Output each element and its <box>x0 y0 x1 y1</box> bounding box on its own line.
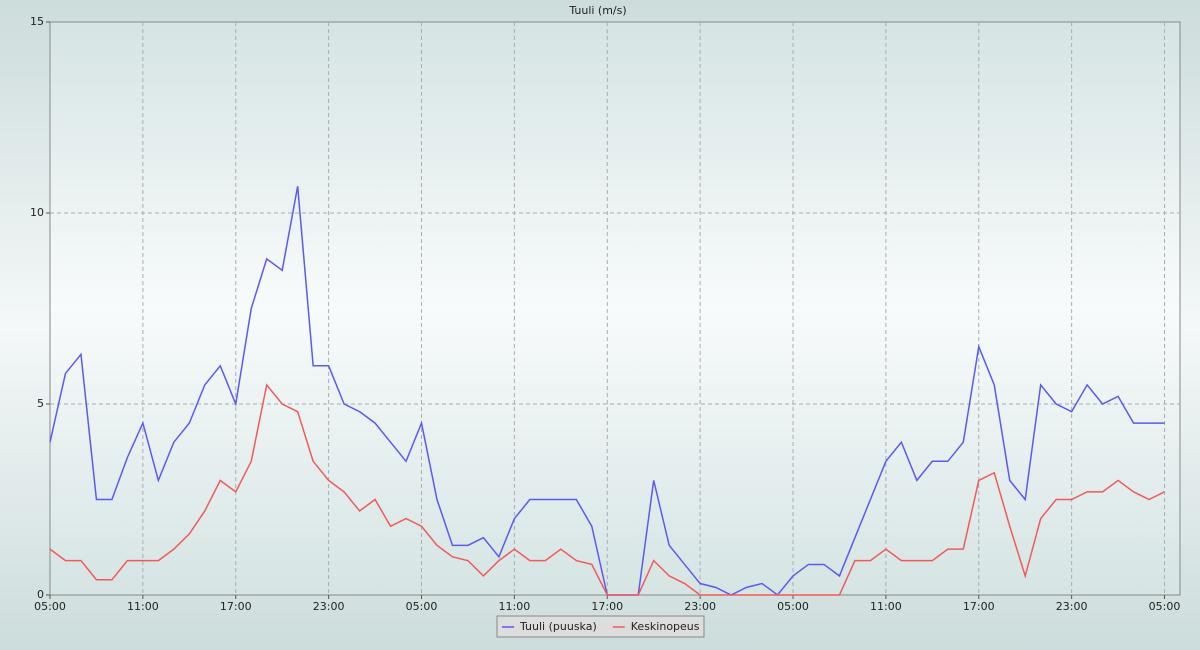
x-tick-label: 23:00 <box>1056 600 1088 613</box>
x-tick-label: 23:00 <box>313 600 345 613</box>
legend-label: Tuuli (puuska) <box>519 620 597 633</box>
x-tick-label: 05:00 <box>777 600 809 613</box>
x-tick-label: 11:00 <box>499 600 531 613</box>
y-tick-label: 10 <box>30 206 44 219</box>
x-tick-label: 05:00 <box>406 600 438 613</box>
x-tick-label: 11:00 <box>127 600 159 613</box>
y-tick-label: 0 <box>37 588 44 601</box>
x-tick-label: 17:00 <box>591 600 623 613</box>
plot-area <box>49 21 1181 596</box>
x-tick-label: 05:00 <box>34 600 66 613</box>
y-tick-label: 5 <box>37 397 44 410</box>
x-tick-label: 05:00 <box>1149 600 1181 613</box>
legend-label: Keskinopeus <box>631 620 700 633</box>
series-line <box>49 383 1165 596</box>
x-tick-label: 11:00 <box>870 600 902 613</box>
x-tick-label: 17:00 <box>220 600 252 613</box>
x-tick-label: 23:00 <box>684 600 716 613</box>
legend-box <box>496 615 705 638</box>
chart-title: Tuuli (m/s) <box>568 4 626 17</box>
y-tick-label: 15 <box>30 15 44 28</box>
x-tick-label: 17:00 <box>963 600 995 613</box>
legend <box>496 615 705 638</box>
